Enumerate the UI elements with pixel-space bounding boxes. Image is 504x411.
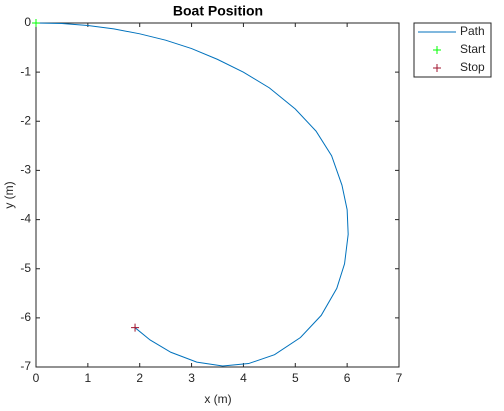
y-tick-label: -2: [20, 113, 31, 127]
x-tick-label: 2: [136, 371, 143, 385]
y-tick-label: -5: [20, 261, 31, 275]
x-tick-label: 0: [33, 371, 40, 385]
y-tick-label: -4: [20, 212, 31, 226]
axes-box: [35, 22, 400, 368]
y-tick-label: -7: [20, 359, 31, 373]
legend-symbol: [433, 64, 441, 72]
point-marker: [32, 19, 40, 27]
path-line: [35, 22, 349, 367]
y-tick-label: -3: [20, 163, 31, 177]
legend-label: Path: [460, 24, 485, 38]
legend-label: Start: [460, 42, 486, 56]
x-tick-label: 7: [396, 371, 403, 385]
y-tick-label: -1: [20, 64, 31, 78]
y-tick-label: -6: [20, 310, 31, 324]
y-axis-label: y (m): [2, 181, 16, 208]
x-tick-label: 5: [292, 371, 299, 385]
x-tick-label: 3: [188, 371, 195, 385]
x-axis-label: x (m): [204, 392, 231, 406]
legend-symbol: [433, 46, 441, 54]
x-tick-label: 4: [240, 371, 247, 385]
x-tick-label: 1: [85, 371, 92, 385]
chart-title: Boat Position: [173, 3, 263, 19]
point-marker: [131, 323, 140, 332]
y-tick-label: 0: [24, 15, 31, 29]
legend-label: Stop: [460, 60, 485, 74]
x-tick-label: 6: [344, 371, 351, 385]
